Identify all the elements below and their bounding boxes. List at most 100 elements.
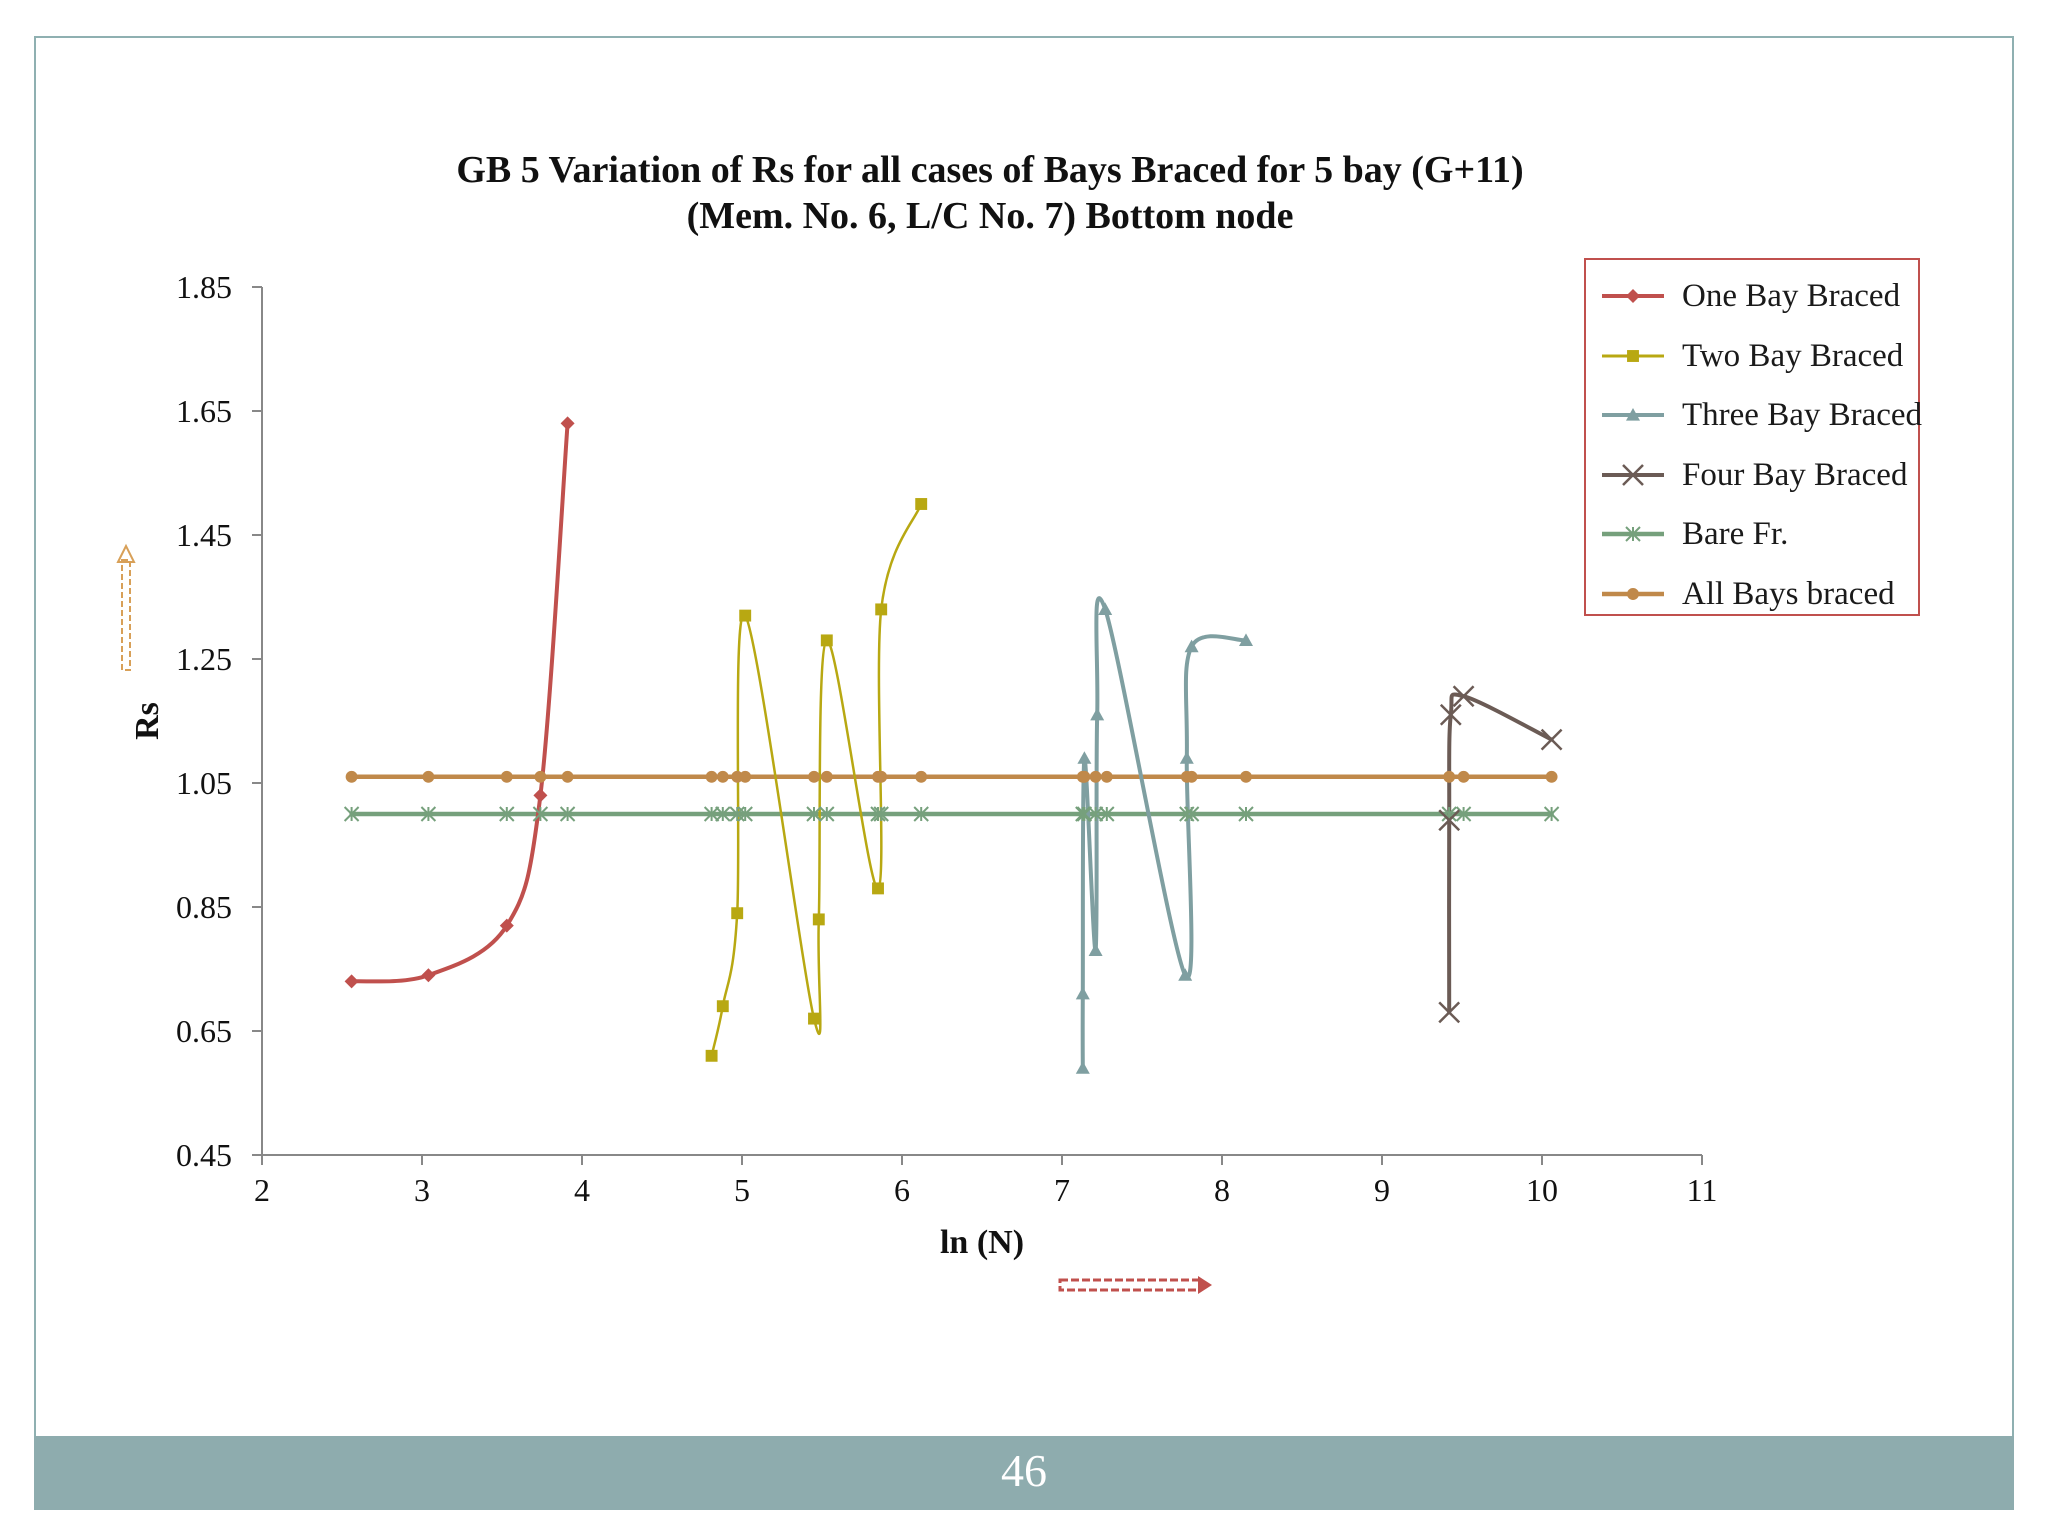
legend-entry-two-bay-braced: Two Bay Braced [1598, 336, 1918, 376]
data-point-all-bays-braced [1089, 770, 1102, 783]
data-point-all-bays-braced [1443, 770, 1456, 783]
x-tick-label: 5 [734, 1172, 750, 1208]
chart-title-line1: GB 5 Variation of Rs for all cases of Ba… [456, 149, 1523, 191]
data-point-bare-fr [1076, 806, 1093, 822]
data-point-bare-fr [870, 806, 886, 822]
data-point-three-bay-braced [1184, 639, 1199, 653]
legend: One Bay Braced Two Bay Braced Three Bay Br… [1584, 258, 1922, 616]
y-tick-label: 1.45 [176, 517, 232, 553]
chart-title-line2: (Mem. No. 6, L/C No. 7) Bottom node [687, 195, 1294, 237]
legend-entry-three-bay-braced: Three Bay Braced [1598, 395, 1922, 435]
data-point-bare-fr [1543, 806, 1560, 822]
x-tick-label: 10 [1526, 1172, 1558, 1208]
data-point-two-bay-braced [875, 603, 888, 616]
data-point-bare-fr [1099, 806, 1115, 822]
data-point-all-bays-braced [1185, 770, 1198, 783]
data-point-bare-fr [806, 806, 822, 822]
data-point-three-bay-braced [1239, 633, 1253, 646]
x-tick-label: 7 [1054, 1172, 1070, 1208]
legend-swatch-all-bays-braced [1602, 588, 1664, 600]
legend-swatch-two-bay-braced [1602, 349, 1664, 362]
data-point-bare-fr [420, 806, 437, 822]
data-point-all-bays-braced [739, 770, 752, 783]
data-point-two-bay-braced [739, 609, 752, 622]
series-line-two-bay-braced [710, 502, 923, 1058]
axes [261, 287, 1702, 1156]
data-point-all-bays-braced [1100, 770, 1113, 783]
x-tick-label: 6 [894, 1172, 910, 1208]
data-point-one-bay-braced [421, 968, 436, 983]
x-tick-label: 2 [254, 1172, 270, 1208]
data-point-all-bays-braced [915, 770, 928, 783]
data-point-four-bay-braced [1438, 1001, 1461, 1024]
data-point-one-bay-braced [533, 788, 548, 803]
data-point-all-bays-braced [534, 770, 547, 783]
legend-marker-four-bay-braced [1622, 463, 1644, 486]
series-lines [349, 421, 1554, 1071]
y-tick-label: 0.85 [176, 889, 232, 925]
y-tick-label: 1.85 [176, 269, 232, 305]
data-point-three-bay-braced [1179, 751, 1194, 764]
data-point-two-bay-braced [812, 913, 825, 926]
legend-label-two-bay-braced: Two Bay Braced [1682, 337, 1904, 374]
legend-marker-all-bays-braced [1627, 588, 1639, 600]
data-point-bare-fr [532, 806, 549, 822]
x-axis-label: ln (N) [940, 1224, 1024, 1261]
data-point-two-bay-braced [705, 1049, 718, 1062]
data-point-bare-fr [715, 806, 731, 822]
legend-label-one-bay-braced: One Bay Braced [1682, 278, 1901, 314]
legend-swatch-one-bay-braced [1602, 289, 1664, 303]
series-line-four-bay-braced [1447, 692, 1554, 1015]
legend-marker-bare-fr [1625, 526, 1641, 543]
data-point-two-bay-braced [820, 634, 833, 647]
legend-marker-two-bay-braced [1627, 349, 1639, 362]
legend-marker-one-bay-braced [1626, 289, 1640, 303]
data-point-all-bays-braced [875, 770, 888, 783]
data-point-all-bays-braced [345, 770, 358, 783]
data-point-two-bay-braced [915, 498, 928, 510]
data-point-three-bay-braced [1098, 602, 1113, 615]
data-point-four-bay-braced [1439, 703, 1462, 726]
data-point-one-bay-braced [499, 918, 514, 933]
data-point-three-bay-braced [1088, 943, 1103, 956]
data-point-all-bays-braced [1078, 770, 1091, 783]
data-point-bare-fr [343, 806, 360, 822]
legend-label-bare-fr: Bare Fr. [1682, 516, 1789, 553]
legend-label-three-bay-braced: Three Bay Braced [1682, 397, 1923, 434]
data-point-bare-fr [913, 806, 929, 822]
x-tick-label: 11 [1687, 1172, 1718, 1208]
data-point-all-bays-braced [716, 770, 729, 783]
y-direction-arrow [116, 543, 136, 671]
data-point-four-bay-braced [1540, 728, 1563, 751]
x-direction-arrow [1058, 1276, 1212, 1294]
data-point-bare-fr [703, 806, 720, 822]
data-point-three-bay-braced [1075, 1061, 1090, 1074]
data-point-two-bay-braced [872, 882, 884, 895]
data-point-two-bay-braced [731, 907, 744, 920]
x-tick-label: 8 [1214, 1172, 1230, 1208]
data-point-one-bay-braced [560, 416, 575, 431]
data-point-four-bay-braced [1452, 685, 1475, 708]
data-point-bare-fr [1183, 806, 1200, 822]
x-tick-label: 9 [1374, 1172, 1390, 1208]
series-line-one-bay-braced [349, 421, 570, 984]
page-number: 46 [1001, 1445, 1047, 1496]
y-tick-label: 1.25 [176, 641, 232, 677]
data-point-bare-fr [737, 806, 753, 822]
data-point-all-bays-braced [500, 770, 513, 783]
legend-label-all-bays-braced: All Bays braced [1682, 576, 1895, 612]
y-tick-label: 0.65 [176, 1013, 232, 1049]
data-point-three-bay-braced [1075, 986, 1090, 1000]
data-point-bare-fr [499, 806, 515, 822]
legend-swatch-three-bay-braced [1602, 408, 1664, 421]
data-point-all-bays-braced [1545, 770, 1558, 783]
data-point-bare-fr [1455, 806, 1472, 822]
x-tick-label: 4 [574, 1172, 590, 1208]
data-point-two-bay-braced [808, 1012, 820, 1025]
footer-bar: 46 [34, 1436, 2014, 1510]
data-point-three-bay-braced [1178, 968, 1193, 981]
legend-entry-bare-fr: Bare Fr. [1598, 514, 1918, 554]
data-point-all-bays-braced [808, 770, 820, 783]
data-point-bare-fr [1087, 806, 1104, 822]
series-markers [343, 416, 1563, 1074]
